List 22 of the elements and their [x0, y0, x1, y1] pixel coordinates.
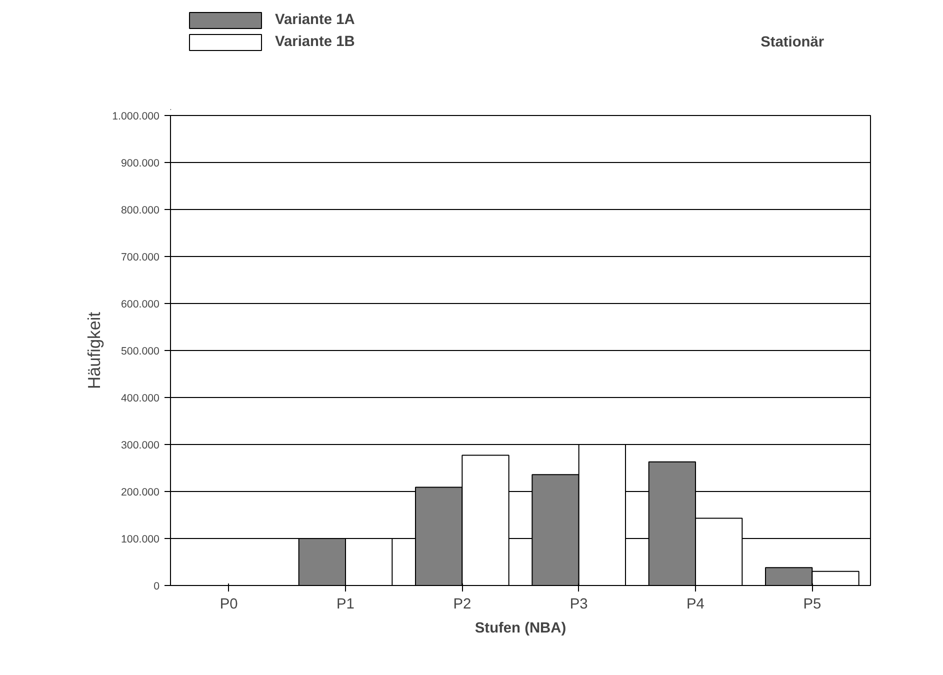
- y-tick-label: 600.000: [120, 298, 160, 310]
- y-tick-label: 400.000: [120, 392, 160, 404]
- legend-label: Variante 1A: [275, 12, 355, 28]
- y-tick-label: 800.000: [120, 204, 160, 216]
- legend-label: Variante 1B: [275, 34, 355, 50]
- y-axis-title: Häufigkeit: [84, 312, 104, 390]
- y-tick-label: 900.000: [120, 158, 160, 170]
- x-tick-label: P2: [453, 596, 472, 612]
- x-tick-label: P5: [803, 596, 822, 612]
- text: Stationär: [760, 34, 824, 50]
- y-tick-label: 1.000.000: [112, 110, 160, 122]
- x-axis-title: Stufen (NBA): [474, 620, 566, 636]
- x-tick-label: P0: [220, 596, 238, 612]
- x-tick-label: P1: [336, 596, 354, 612]
- x-tick-label: P3: [570, 596, 588, 612]
- y-tick-label: 0: [154, 580, 160, 592]
- y-tick-label: 100.000: [120, 534, 160, 546]
- x-tick-label: P4: [686, 596, 704, 612]
- y-tick-label: 500.000: [120, 346, 160, 358]
- y-tick-label: 700.000: [120, 252, 160, 264]
- y-tick-label: 300.000: [120, 440, 160, 452]
- y-tick-label: 200.000: [120, 486, 160, 498]
